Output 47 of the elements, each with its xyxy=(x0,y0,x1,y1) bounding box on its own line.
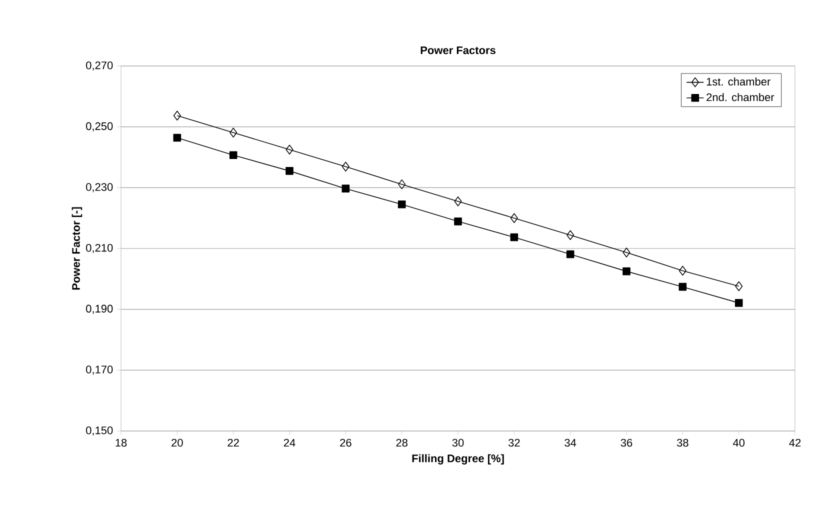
y-axis-title: Power Factor [-] xyxy=(72,207,82,290)
point xyxy=(286,144,294,155)
chart-title: Power Factors xyxy=(420,46,496,54)
point xyxy=(622,267,630,276)
y-tick-label: 0,210 xyxy=(86,244,113,254)
y-tick-label: 0,170 xyxy=(86,366,113,375)
x-tick-label: 38 xyxy=(676,438,688,447)
x-tick-label: 40 xyxy=(732,438,745,447)
x-tick-label: 30 xyxy=(452,438,464,447)
point xyxy=(230,128,238,138)
point xyxy=(454,196,462,206)
point xyxy=(286,167,294,175)
point xyxy=(734,299,743,307)
legend-label: 1st. chamber xyxy=(706,77,770,86)
point xyxy=(510,213,518,223)
point xyxy=(229,151,238,160)
y-tick-label: 0,270 xyxy=(86,61,113,71)
x-tick-label: 36 xyxy=(620,438,632,447)
point xyxy=(678,282,687,291)
point xyxy=(342,162,350,172)
point xyxy=(735,281,743,292)
y-tick-label: 0,150 xyxy=(86,426,113,436)
x-tick-label: 24 xyxy=(284,438,296,447)
point xyxy=(678,266,686,276)
point xyxy=(398,179,406,190)
point xyxy=(173,134,182,142)
y-tick-label: 0,190 xyxy=(86,304,113,314)
x-tick-label: 26 xyxy=(340,438,352,447)
y-tick-label: 0,230 xyxy=(86,183,113,192)
point xyxy=(510,233,518,242)
x-tick-label: 20 xyxy=(172,438,183,447)
point xyxy=(454,218,462,226)
point xyxy=(173,110,181,120)
x-tick-label: 22 xyxy=(228,438,239,447)
x-tick-label: 42 xyxy=(789,438,801,447)
point xyxy=(398,200,406,208)
point xyxy=(342,184,350,192)
x-axis-title: Filling Degree [%] xyxy=(412,454,504,464)
x-tick-label: 18 xyxy=(116,438,127,447)
point xyxy=(622,248,630,258)
point xyxy=(566,250,574,258)
y-tick-label: 0,250 xyxy=(86,122,113,132)
x-tick-label: 28 xyxy=(396,438,408,447)
legend-label: 2nd. chamber xyxy=(706,93,774,102)
x-tick-label: 34 xyxy=(564,438,576,447)
point xyxy=(566,230,574,240)
x-tick-label: 32 xyxy=(508,438,520,447)
